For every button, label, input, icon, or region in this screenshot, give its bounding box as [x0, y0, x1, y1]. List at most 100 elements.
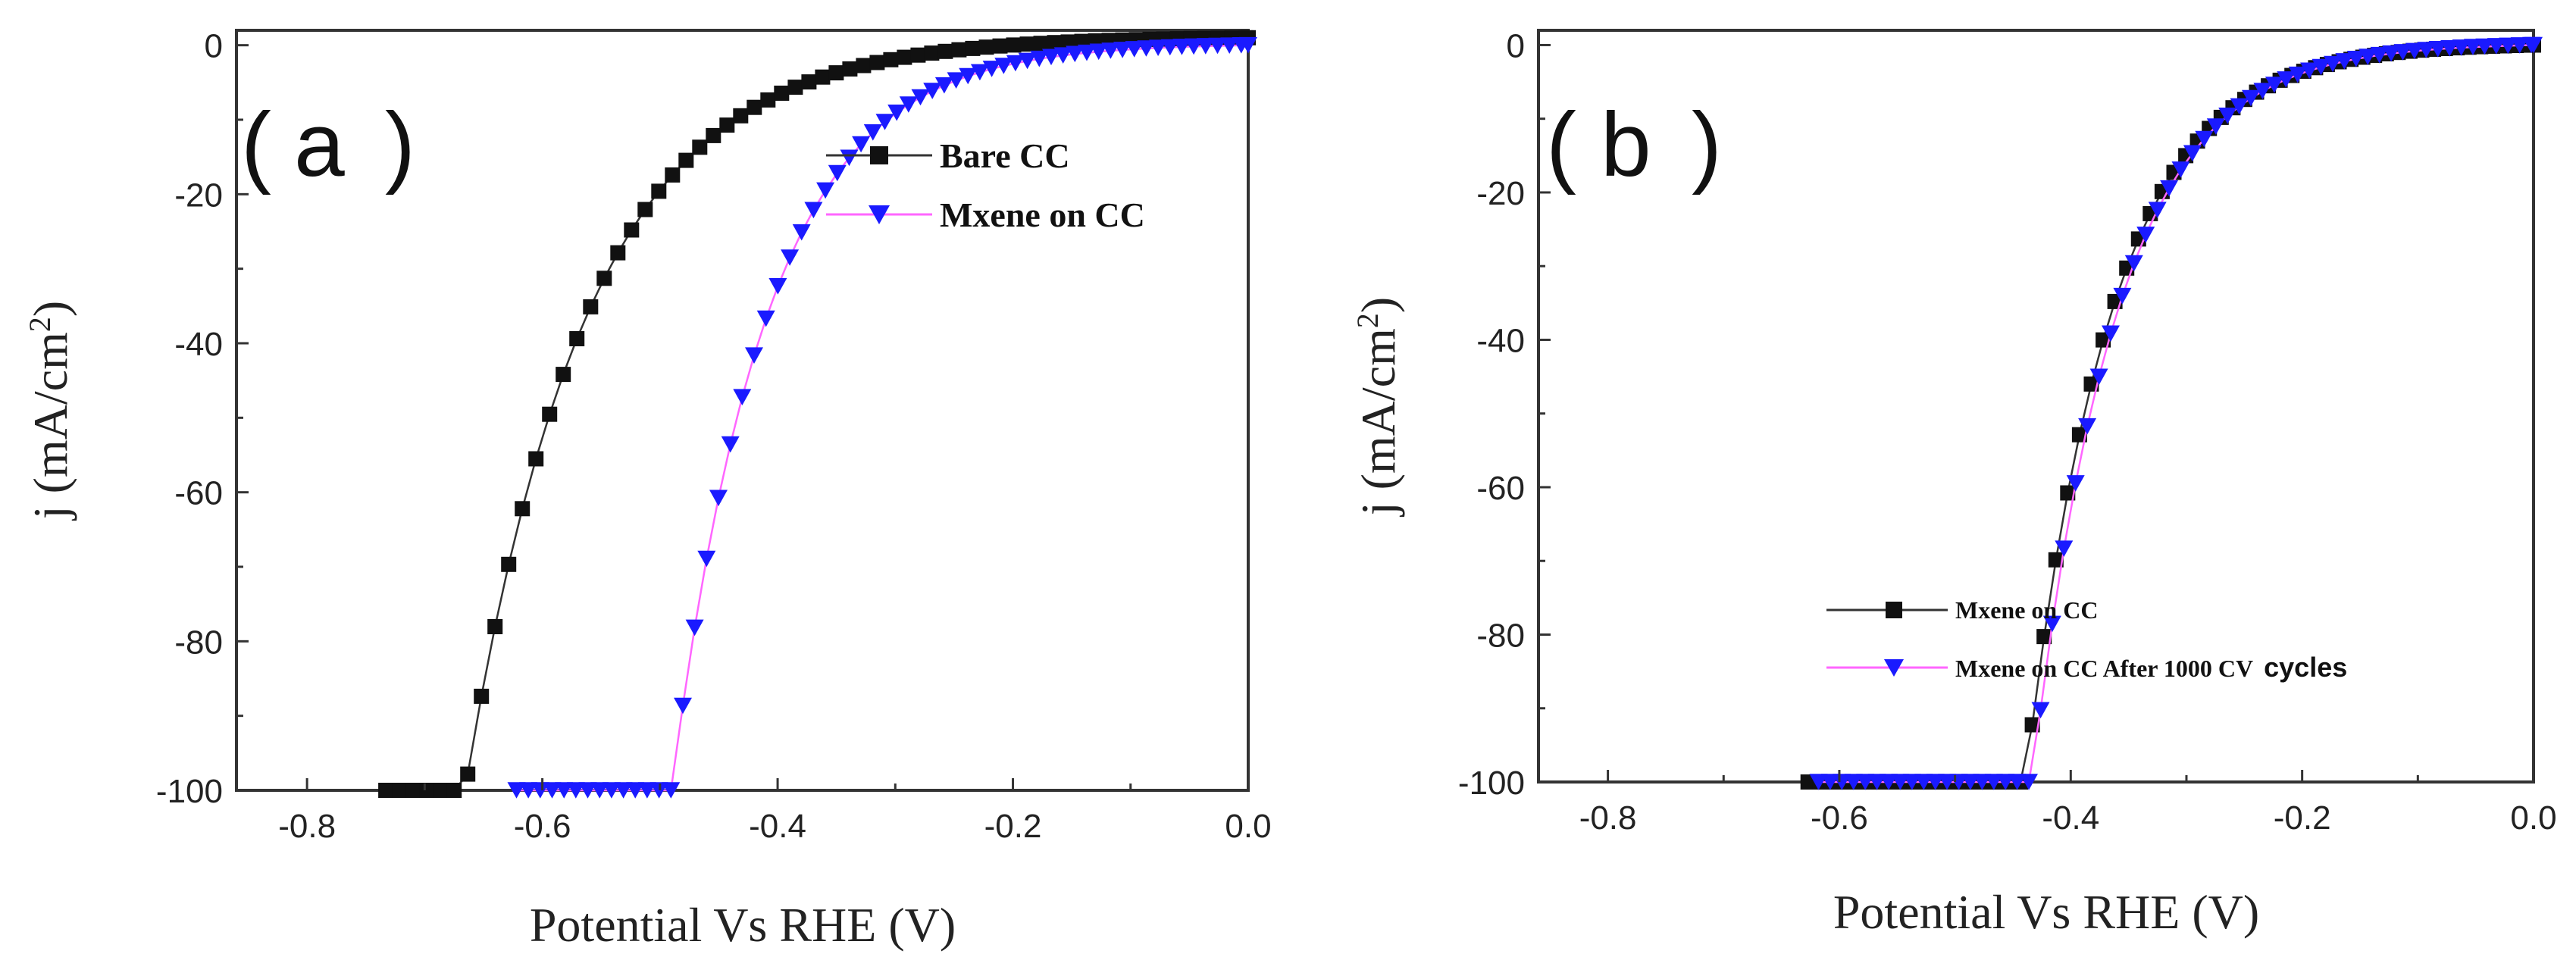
panel-a-series-1-point: [1137, 40, 1156, 57]
panel-b-series-0-point: [2060, 485, 2076, 501]
panel-a-series-1-point: [1066, 45, 1085, 63]
panel-a-y-tick-label: 0: [205, 28, 223, 65]
panel-b-series-1-point: [2206, 118, 2225, 135]
panel-b-series-1-point: [2464, 39, 2482, 55]
panel-a-series-0-point: [446, 783, 462, 798]
panel-b-series-1-point: [2031, 702, 2050, 719]
panel-a-series-0-point: [596, 271, 612, 286]
legend-a-marker-mxene: [869, 205, 890, 224]
panel-b-paren-open: (: [1546, 94, 1576, 195]
panel-a-y-tick-label: -100: [156, 773, 223, 810]
panel-a-series-0-point: [842, 61, 858, 77]
panel-b-series-1-point: [2124, 255, 2143, 272]
panel-a-series-0-point: [665, 167, 681, 183]
panel-a-series-0-point: [528, 451, 544, 467]
panel-b-series-1-point: [1926, 774, 1945, 790]
panel-b-series-1-point: [1973, 774, 1992, 790]
panel-a-series-1-point: [1149, 39, 1168, 56]
panel-b-series-1-point: [1820, 774, 1839, 790]
panel-b-series-1-point: [1914, 774, 1933, 790]
panel-a-series-0-point: [624, 222, 640, 238]
panel-b-series-1-point: [2346, 51, 2365, 67]
panel-b-series-1-point: [2136, 227, 2155, 243]
panel-b-series-0-point: [1800, 774, 1816, 790]
panel-a-series-0-point: [419, 783, 435, 798]
panel-a-y-tick-label: -60: [174, 475, 223, 512]
panel-a-series-1-point: [709, 490, 728, 507]
panel-a-series-0-point: [487, 619, 503, 634]
panel-a-series-1-point: [863, 124, 882, 141]
panel-b-series-1-point: [2171, 161, 2190, 178]
panel-b-series-1-point: [2452, 39, 2471, 56]
panel-b-legend: Mxene on CC Mxene on CC After 1000 CV cyc…: [1826, 596, 2347, 683]
panel-b-series-1-point: [2160, 180, 2179, 197]
panel-a-series: [378, 30, 1257, 799]
panel-a-series-0-point: [924, 45, 940, 61]
panel-a-series-0-point: [733, 108, 749, 124]
panel-a-y-tick-label: -40: [174, 326, 223, 363]
panel-a-series-1-point: [721, 436, 740, 453]
panel-b-paren-close: ): [1692, 94, 1722, 195]
panel-b-series-1-point: [2324, 55, 2342, 73]
panel-a-series-0-point: [460, 766, 476, 782]
panel-a-series-1-point: [1196, 38, 1215, 55]
panel-b-series-0-point: [2071, 427, 2087, 443]
panel-b-y-ticks: 0 -20 -40 -60 -80 -100: [1458, 27, 1551, 802]
panel-a-series-0-point: [392, 783, 408, 798]
panel-a-series-1-point: [507, 782, 526, 799]
panel-b-y-axis-label: j (mA/cm2): [1351, 297, 1405, 517]
panel-a-series-1-point: [733, 389, 752, 405]
panel-a-label: a: [294, 94, 345, 195]
panel-a-series-0-point: [556, 367, 571, 383]
panel-b-series-1-point: [1867, 774, 1886, 790]
panel-a-series-1-point: [555, 782, 574, 799]
panel-b-series-1-point: [1833, 774, 1851, 790]
panel-a-plot-frame: [235, 29, 1250, 792]
panel-a-x-ticks: -0.8 -0.6 -0.4 -0.2 0.0: [278, 778, 1272, 845]
panel-a-y-axis-label-sup: 2: [23, 317, 57, 332]
panel-b-series-0-point: [2096, 332, 2111, 348]
panel-b-series-1-point: [2008, 774, 2027, 790]
panel-a-series-1-point: [816, 182, 835, 199]
panel-a-series-1-point: [685, 619, 704, 637]
panel-b-series-1-point: [2524, 36, 2543, 54]
panel-b-series-0-point: [2024, 717, 2040, 733]
panel-a-series-1-point: [792, 224, 811, 241]
panel-b-series-0-point: [2083, 376, 2099, 392]
panel-a-series-1-point: [1030, 50, 1049, 67]
panel-a-series-0-point: [747, 99, 762, 115]
panel-a-series-0-point: [474, 688, 490, 704]
panel-a-series-0-point: [405, 783, 421, 798]
panel-a-series-1-point: [1101, 42, 1120, 59]
panel-a-series-1-point: [911, 89, 930, 106]
panel-a-series-1-point: [1018, 52, 1037, 70]
panel-a-series-0-point: [1060, 34, 1076, 50]
panel-a-series-0-point: [883, 52, 899, 67]
panel-a-series-1-point: [899, 96, 918, 113]
panel-a-series-1-point: [1006, 55, 1025, 72]
panel-a-series-1-point: [923, 83, 942, 99]
panel-b-series-1-point: [2510, 37, 2529, 54]
legend-b-label-mxene: Mxene on CC: [1955, 596, 2098, 624]
panel-a-series-1-point: [756, 310, 775, 327]
panel-b-series-1-point: [2253, 83, 2272, 99]
panel-a-series-1-point: [1220, 37, 1239, 54]
panel-b-x-ticks: -0.8 -0.6 -0.4 -0.2 0.0: [1579, 770, 2557, 837]
panel-a-series-1-point: [614, 782, 633, 799]
panel-a-y-axis-label: j (mA/cm2): [23, 301, 77, 521]
panel-b-series-1-point: [2102, 325, 2120, 342]
panel-a-series-0-point: [910, 47, 926, 63]
panel-a-series-1-point: [543, 782, 562, 799]
panel-b-y-axis-label-sup: 2: [1351, 313, 1385, 328]
panel-b-series-1-point: [2358, 48, 2377, 65]
panel-b-series-1-point: [1902, 774, 1921, 790]
panel-b-series-1-point: [2405, 42, 2424, 60]
panel-b-label: b: [1601, 94, 1651, 195]
panel-a-series-1-point: [840, 149, 859, 167]
panel-a-series-1-point: [994, 58, 1013, 74]
panel-b-series-1-point: [2265, 77, 2283, 93]
panel-a-series-1-point: [602, 782, 621, 799]
panel-a-series-0-line: [386, 36, 1249, 792]
panel-a-x-tick-label: -0.8: [278, 808, 336, 845]
panel-a-series-1-point: [887, 105, 906, 121]
